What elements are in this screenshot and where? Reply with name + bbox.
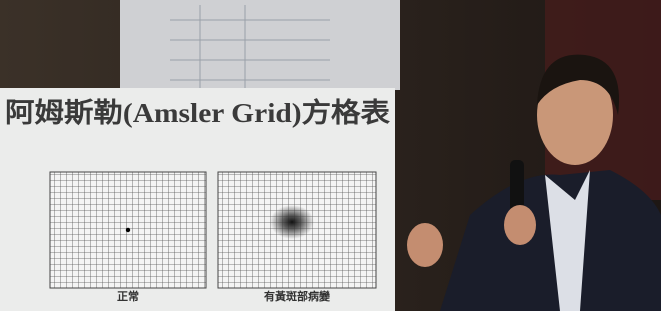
- slide-title: 阿姆斯勒(Amsler Grid)方格表: [5, 97, 390, 128]
- macular-spot: [270, 205, 314, 239]
- upper-screen: [120, 0, 400, 90]
- photo: 阿姆斯勒(Amsler Grid)方格表 正常 有黃斑部病變: [0, 0, 661, 311]
- caption: 正常: [117, 289, 139, 303]
- caption: 有黃斑部病變: [264, 289, 331, 303]
- center-dot: [126, 228, 130, 232]
